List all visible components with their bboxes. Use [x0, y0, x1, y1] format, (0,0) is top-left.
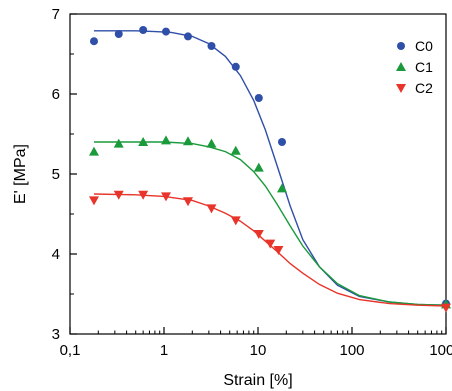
data-point-c1	[230, 145, 241, 155]
data-point-c0	[114, 30, 123, 38]
data-point-c0	[231, 62, 240, 71]
data-point-c2	[182, 197, 193, 207]
data-point-c2	[160, 192, 171, 202]
data-point-c2	[441, 303, 451, 313]
data-point-c2	[113, 190, 124, 200]
fit-curves	[93, 30, 447, 307]
data-point-c0	[161, 27, 170, 36]
x-axis-title: Strain [%]	[223, 372, 292, 389]
data-point-c1	[182, 136, 193, 146]
y-tick-label: 3	[52, 326, 60, 343]
data-point-c2	[88, 196, 99, 206]
x-axis-ticks: 0,1 1 10 100 1000	[60, 327, 452, 359]
data-point-c0	[89, 37, 98, 46]
data-point-c2	[265, 239, 276, 249]
data-point-c0	[207, 42, 216, 50]
data-point-c1	[276, 183, 287, 193]
legend-label-c1: C1	[415, 59, 433, 75]
legend-label-c0: C0	[415, 38, 433, 54]
y-tick-label: 4	[52, 246, 60, 263]
fit-curve-c1	[94, 141, 447, 306]
data-points	[88, 26, 451, 313]
data-point-c0	[139, 26, 148, 34]
y-tick-label: 5	[52, 166, 60, 183]
legend-marker-c0	[397, 42, 405, 50]
data-point-c1	[160, 135, 171, 145]
fit-curve-c0	[94, 30, 447, 306]
fit-curve-c2	[93, 193, 447, 307]
x-tick-label: 10	[250, 342, 267, 359]
data-point-c2	[138, 190, 149, 200]
data-point-c0	[183, 32, 192, 41]
data-point-c1	[88, 146, 99, 156]
y-axis-title: E' [MPa]	[12, 144, 29, 204]
y-axis-ticks: 3 4 5 6 7	[52, 6, 77, 343]
data-point-c1	[113, 138, 124, 148]
legend: C0 C1 C2	[396, 38, 433, 96]
data-point-c0	[277, 138, 286, 146]
data-point-c2	[253, 230, 264, 239]
y-tick-label: 7	[52, 6, 60, 23]
x-tick-label: 1000	[429, 342, 452, 359]
data-point-c1	[138, 137, 149, 146]
legend-label-c2: C2	[415, 80, 433, 96]
legend-marker-c2	[396, 84, 406, 93]
data-point-c2	[230, 216, 241, 226]
x-tick-label: 0,1	[60, 342, 81, 359]
legend-marker-c1	[396, 62, 406, 71]
y-tick-label: 6	[52, 86, 60, 103]
data-point-c2	[206, 204, 217, 214]
data-point-c1	[206, 138, 217, 148]
data-point-c0	[254, 94, 263, 102]
x-tick-label: 1	[160, 342, 168, 359]
data-point-c2	[273, 246, 284, 255]
x-tick-label: 100	[339, 342, 364, 359]
plot-frame	[69, 13, 447, 335]
data-point-c1	[253, 162, 264, 172]
